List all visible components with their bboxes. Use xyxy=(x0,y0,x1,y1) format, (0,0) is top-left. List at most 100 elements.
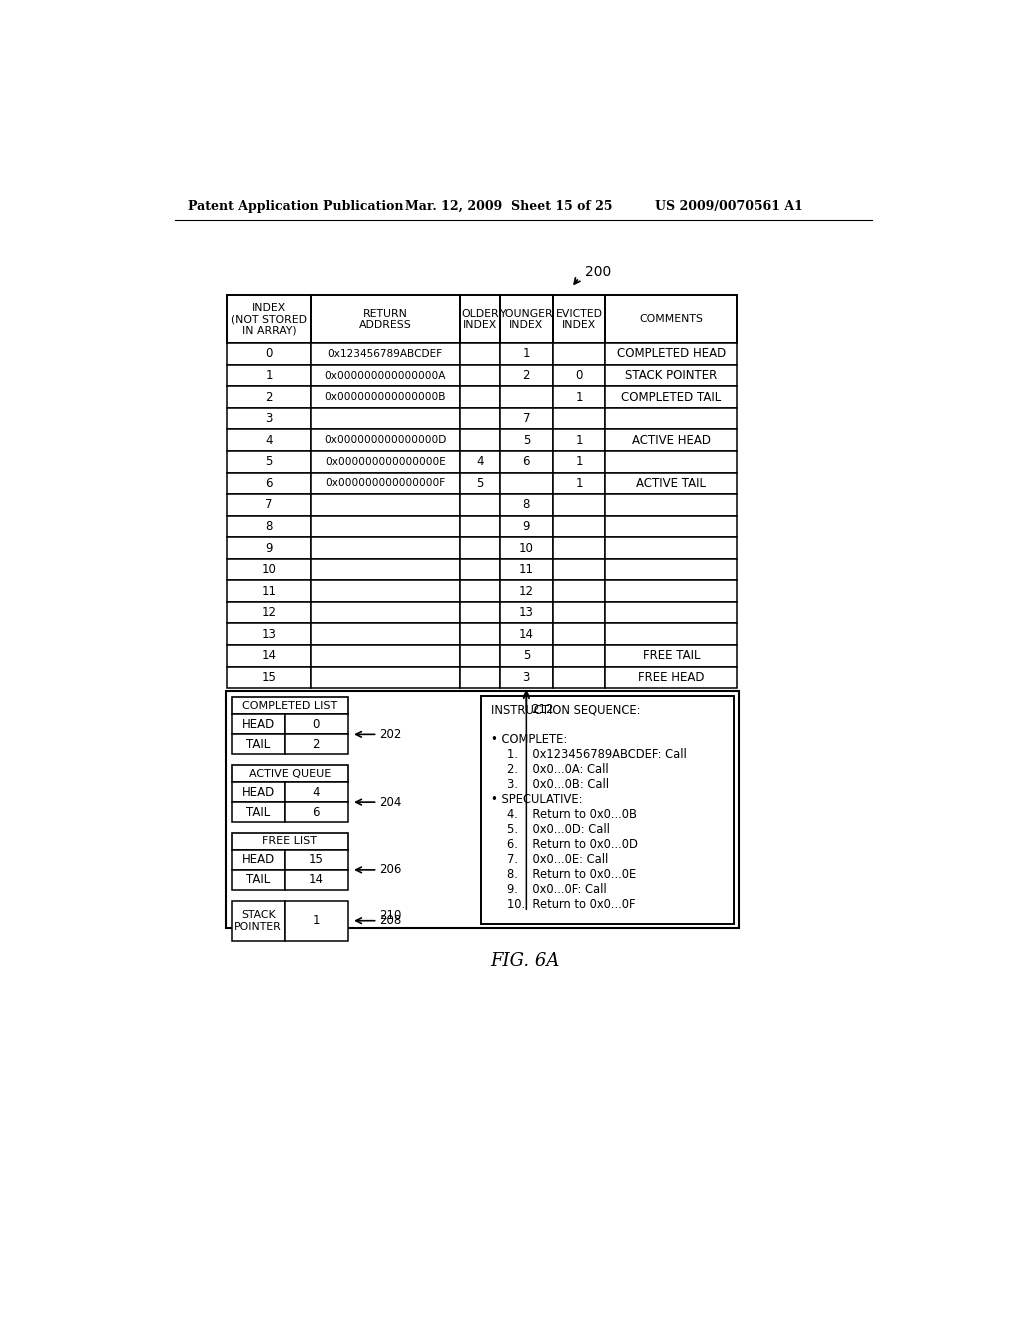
Bar xyxy=(227,364,311,387)
Bar xyxy=(605,343,737,364)
Bar xyxy=(227,602,311,623)
Bar xyxy=(227,343,311,364)
Bar xyxy=(227,296,311,343)
Text: FIG. 6A: FIG. 6A xyxy=(490,952,559,970)
Bar xyxy=(460,623,500,645)
Text: 15: 15 xyxy=(309,853,324,866)
Text: 8: 8 xyxy=(265,520,272,533)
Text: FREE HEAD: FREE HEAD xyxy=(638,671,705,684)
Bar xyxy=(500,296,553,343)
Text: 212: 212 xyxy=(531,704,554,717)
Bar xyxy=(500,558,553,581)
Text: ACTIVE QUEUE: ACTIVE QUEUE xyxy=(249,768,331,779)
Text: • COMPLETE:: • COMPLETE: xyxy=(492,733,567,746)
Text: 4.    Return to 0x0...0B: 4. Return to 0x0...0B xyxy=(507,808,637,821)
Text: 200: 200 xyxy=(586,265,611,280)
Text: 1.    0x123456789ABCDEF: Call: 1. 0x123456789ABCDEF: Call xyxy=(507,748,687,762)
Bar xyxy=(553,429,605,451)
Text: 14: 14 xyxy=(519,628,534,640)
Text: 7.    0x0...0E: Call: 7. 0x0...0E: Call xyxy=(507,853,608,866)
Bar xyxy=(605,667,737,688)
Text: 9: 9 xyxy=(265,541,272,554)
Bar xyxy=(553,623,605,645)
Text: 8.    Return to 0x0...0E: 8. Return to 0x0...0E xyxy=(507,869,636,882)
Text: 10: 10 xyxy=(261,564,276,576)
Text: 0: 0 xyxy=(265,347,272,360)
Bar xyxy=(231,850,285,870)
Bar xyxy=(605,296,737,343)
Bar xyxy=(227,623,311,645)
Bar xyxy=(227,516,311,537)
Bar xyxy=(231,803,285,822)
Text: 6.    Return to 0x0...0D: 6. Return to 0x0...0D xyxy=(507,838,638,851)
Text: 11: 11 xyxy=(519,564,534,576)
Bar xyxy=(500,645,553,667)
Bar xyxy=(553,364,605,387)
Bar xyxy=(311,516,460,537)
Text: FREE TAIL: FREE TAIL xyxy=(642,649,700,663)
Bar xyxy=(553,537,605,558)
Text: 0x000000000000000F: 0x000000000000000F xyxy=(326,478,445,488)
Text: HEAD: HEAD xyxy=(242,853,274,866)
Bar xyxy=(605,473,737,494)
Text: 1: 1 xyxy=(575,391,583,404)
Bar xyxy=(311,623,460,645)
Text: 1: 1 xyxy=(265,370,272,381)
Text: YOUNGER
INDEX: YOUNGER INDEX xyxy=(500,309,553,330)
Bar xyxy=(285,781,348,803)
Text: 11: 11 xyxy=(261,585,276,598)
Bar xyxy=(500,473,553,494)
Text: 9: 9 xyxy=(522,520,530,533)
Bar xyxy=(605,537,737,558)
Bar xyxy=(553,645,605,667)
Text: 10.  Return to 0x0...0F: 10. Return to 0x0...0F xyxy=(507,899,636,911)
Text: 2: 2 xyxy=(312,738,321,751)
Text: 1: 1 xyxy=(575,477,583,490)
Text: 4: 4 xyxy=(312,785,321,799)
Bar xyxy=(500,451,553,473)
Bar xyxy=(605,602,737,623)
Bar xyxy=(553,558,605,581)
Text: 6: 6 xyxy=(312,805,321,818)
Text: COMPLETED HEAD: COMPLETED HEAD xyxy=(616,347,726,360)
Bar xyxy=(225,692,738,928)
Text: HEAD: HEAD xyxy=(242,718,274,731)
Text: 0x000000000000000B: 0x000000000000000B xyxy=(325,392,446,403)
Text: HEAD: HEAD xyxy=(242,785,274,799)
Text: RETURN
ADDRESS: RETURN ADDRESS xyxy=(359,309,412,330)
Text: 3: 3 xyxy=(522,671,530,684)
Text: ACTIVE TAIL: ACTIVE TAIL xyxy=(636,477,707,490)
Text: US 2009/0070561 A1: US 2009/0070561 A1 xyxy=(655,199,803,213)
Text: 6: 6 xyxy=(265,477,272,490)
Text: COMPLETED LIST: COMPLETED LIST xyxy=(243,701,338,711)
Bar xyxy=(460,408,500,429)
Bar xyxy=(311,429,460,451)
Bar xyxy=(227,645,311,667)
Text: 2.    0x0...0A: Call: 2. 0x0...0A: Call xyxy=(507,763,608,776)
Text: 9.    0x0...0F: Call: 9. 0x0...0F: Call xyxy=(507,883,606,896)
Bar xyxy=(227,408,311,429)
Text: 5: 5 xyxy=(265,455,272,469)
Bar xyxy=(460,451,500,473)
Bar xyxy=(285,803,348,822)
Bar xyxy=(553,387,605,408)
Bar xyxy=(500,623,553,645)
Bar xyxy=(500,516,553,537)
Text: 7: 7 xyxy=(522,412,530,425)
Bar xyxy=(460,429,500,451)
Bar xyxy=(311,667,460,688)
Bar xyxy=(231,714,285,734)
Bar xyxy=(605,558,737,581)
Text: 0: 0 xyxy=(312,718,321,731)
Text: FREE LIST: FREE LIST xyxy=(262,837,317,846)
Bar xyxy=(311,645,460,667)
Bar xyxy=(500,387,553,408)
Bar xyxy=(311,537,460,558)
Bar xyxy=(500,408,553,429)
Bar xyxy=(605,581,737,602)
Text: 0x000000000000000E: 0x000000000000000E xyxy=(325,457,445,467)
Bar xyxy=(605,429,737,451)
Bar xyxy=(231,766,348,781)
Bar xyxy=(285,900,348,941)
Bar xyxy=(500,537,553,558)
